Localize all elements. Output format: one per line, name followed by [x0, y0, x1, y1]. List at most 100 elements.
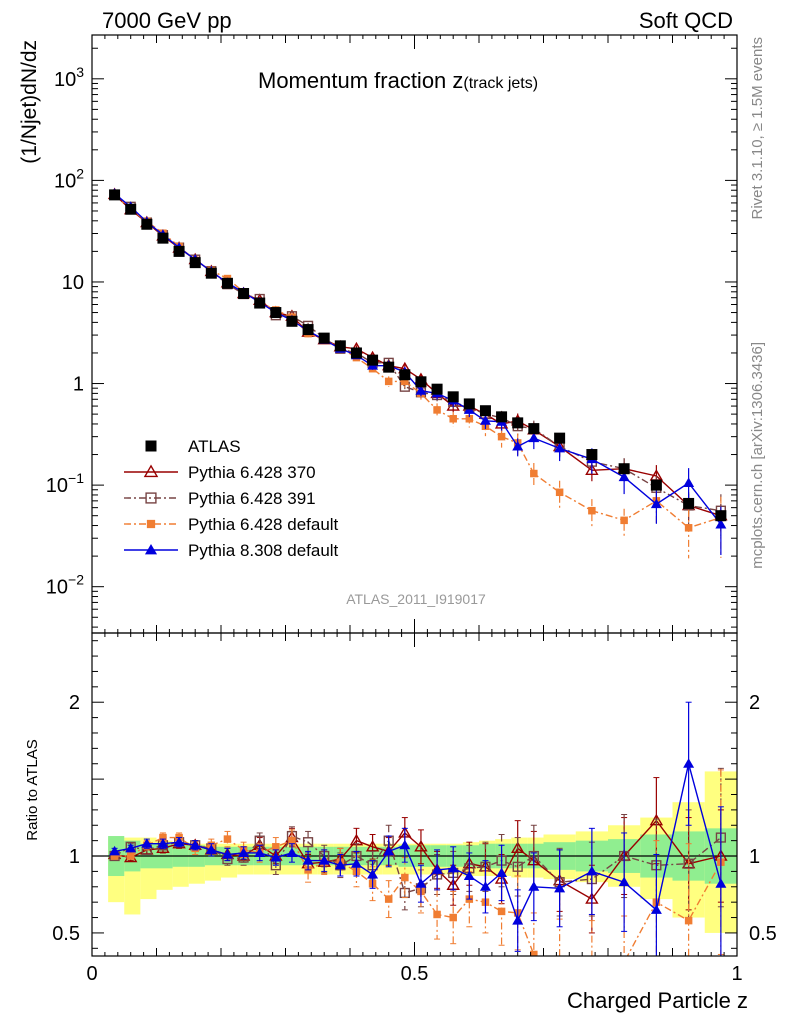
point-pythia-6-428-default	[555, 488, 564, 497]
y-tick-label-base: 10	[46, 577, 68, 599]
ratio-point-pythia-6-428-default	[449, 913, 457, 922]
point-atlas	[586, 449, 598, 461]
point-pythia-8-308-default	[715, 518, 727, 529]
point-atlas	[205, 267, 217, 279]
ratio-point-pythia-8-308-default	[479, 881, 491, 891]
ratio-point-pythia-6-428-default	[497, 907, 506, 916]
ratio-point-pythia-8-308-default	[350, 858, 362, 868]
x-tick-label: 0	[86, 963, 97, 985]
mcplots-source-label: mcplots.cern.ch [arXiv:1306.3436]	[749, 342, 766, 569]
point-atlas	[479, 405, 491, 417]
point-atlas	[334, 340, 346, 352]
point-atlas	[399, 369, 411, 381]
ratio-point-pythia-8-308-default	[447, 862, 459, 873]
ratio-point-pythia-6-428-default	[401, 873, 409, 882]
point-atlas	[109, 189, 121, 201]
y-tick-label-base: 10	[54, 170, 76, 192]
ratio-point-pythia-6-428-default	[433, 910, 441, 919]
point-atlas	[415, 376, 427, 388]
ratio-point-pythia-6-428-default	[556, 961, 564, 969]
point-pythia-8-308-default	[683, 477, 695, 487]
y-axis-label: (1/Njet)dN/dz	[18, 40, 41, 164]
ratio-point-pythia-8-308-default	[221, 848, 233, 859]
point-pythia-8-308-default	[479, 415, 491, 425]
ratio-point-pythia-6-428-default	[272, 843, 280, 851]
x-tick-label: 1	[731, 963, 742, 985]
ratio-point-pythia-8-308-default	[683, 758, 695, 768]
y-tick-label-exponent: 3	[76, 64, 84, 80]
ratio-uncertainty-bands	[108, 771, 737, 933]
y-tick-label-base: 10	[62, 272, 84, 294]
y-tick-label: 10	[62, 272, 84, 294]
ratio-point-pythia-6-428-default	[159, 833, 167, 842]
point-pythia-8-308-default	[650, 498, 662, 509]
ratio-point-pythia-8-308-default	[238, 847, 250, 857]
ratio-point-pythia-6-428-default	[288, 836, 296, 845]
ratio-y-tick-label: 0.5	[52, 923, 80, 945]
legend-label-atlas: ATLAS	[188, 437, 241, 456]
y-tick-label: 103	[54, 64, 84, 91]
analysis-label: ATLAS_2011_I919017	[346, 591, 486, 607]
legend-label-pythia-6-428-370: Pythia 6.428 370	[188, 463, 316, 482]
point-atlas	[383, 361, 395, 373]
ratio-point-pythia-8-308-default	[496, 867, 508, 877]
point-atlas	[350, 347, 362, 359]
ratio-point-pythia-8-308-default	[173, 836, 185, 847]
ratio-point-pythia-6-428-default	[684, 916, 693, 925]
ratio-axis-label: Ratio to ATLAS	[24, 739, 41, 840]
header-energy-label: 7000 GeV pp	[102, 8, 232, 33]
ratio-point-pythia-6-428-default	[384, 895, 393, 903]
point-atlas	[512, 417, 524, 429]
ratio-point-pythia-8-308-default	[650, 904, 662, 914]
ratio-point-pythia-8-308-default	[109, 845, 121, 856]
ratio-point-pythia-6-428-default	[110, 852, 119, 860]
point-atlas	[715, 510, 727, 522]
ratio-point-pythia-8-308-default	[586, 865, 598, 876]
ratio-point-pythia-6-428-370	[414, 839, 428, 852]
plot-title-main: Momentum fraction	[258, 68, 452, 93]
point-pythia-6-428-default	[449, 415, 457, 423]
point-pythia-6-428-default	[588, 506, 596, 515]
ratio-point-pythia-8-308-default	[399, 839, 411, 850]
legend: ATLAS Pythia 6.428 370 Pythia 6.428 391 Pyt…	[124, 437, 339, 560]
legend-marker-pythia-6-428-default	[146, 519, 156, 529]
point-pythia-6-428-default	[384, 377, 393, 386]
ratio-point-pythia-8-308-default	[302, 855, 314, 865]
point-atlas	[238, 287, 250, 299]
ratio-point-pythia-8-308-default	[512, 915, 524, 925]
point-pythia-6-428-default	[465, 415, 474, 423]
header-category-label: Soft QCD	[639, 8, 733, 33]
ratio-point-pythia-6-428-391	[512, 861, 523, 872]
ratio-point-pythia-8-308-default	[286, 847, 298, 857]
point-pythia-8-308-default	[415, 385, 427, 395]
y-tick-label-exponent: 2	[76, 165, 84, 181]
point-pythia-8-308-default	[512, 440, 524, 451]
point-atlas	[141, 218, 153, 230]
legend-label-pythia-8-308-default: Pythia 8.308 default	[188, 541, 339, 560]
ratio-y-tick-label: 1	[69, 846, 80, 868]
point-pythia-6-428-default	[401, 377, 409, 386]
point-atlas	[683, 497, 695, 509]
ratio-point-pythia-8-308-default	[254, 847, 266, 857]
y-tick-label: 10−2	[46, 572, 84, 599]
ratio-point-pythia-6-428-default	[620, 958, 628, 966]
point-atlas	[221, 277, 233, 289]
ratio-point-pythia-8-308-default	[415, 878, 427, 888]
point-atlas	[496, 411, 508, 423]
x-axis-label: Charged Particle z	[567, 988, 748, 1013]
point-pythia-6-428-370	[585, 463, 599, 475]
point-atlas	[286, 315, 298, 327]
point-atlas	[254, 297, 266, 309]
point-atlas	[125, 203, 137, 215]
ratio-point-pythia-6-428-370	[510, 841, 525, 854]
ratio-series-group	[107, 701, 728, 969]
ratio-point-pythia-8-308-default	[528, 881, 540, 891]
ratio-point-pythia-8-308-default	[618, 876, 630, 887]
ratio-y-tick-label-right: 0.5	[749, 923, 777, 945]
point-atlas	[650, 479, 662, 491]
legend-marker-atlas	[145, 440, 157, 452]
plot-title: Momentum fraction z(track jets)	[258, 68, 538, 93]
point-atlas	[367, 354, 379, 366]
point-pythia-6-428-default	[684, 524, 693, 532]
point-atlas	[270, 307, 282, 319]
